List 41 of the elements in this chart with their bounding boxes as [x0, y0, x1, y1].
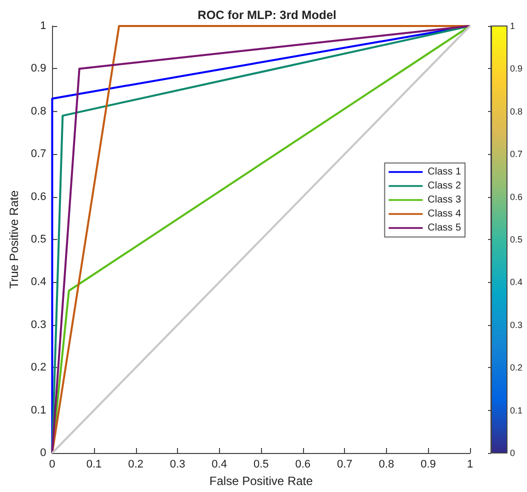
- y-tick-label: 0.9: [30, 62, 46, 75]
- x-tick-label: 0.7: [337, 458, 352, 470]
- x-tick-label: 0.9: [420, 458, 436, 470]
- x-tick-label: 0.3: [170, 458, 186, 470]
- color-bar-label: 0: [510, 448, 516, 458]
- x-tick-label: 0: [49, 458, 56, 470]
- legend-label: Class 2: [428, 180, 462, 192]
- color-bar-label: 0.5: [510, 234, 523, 244]
- x-tick-label: 0.8: [378, 458, 394, 470]
- color-bar-label: 0.8: [510, 106, 523, 116]
- x-tick-label: 0.5: [253, 458, 269, 470]
- x-tick-label: 0.4: [212, 458, 227, 470]
- y-tick-label: 0.6: [30, 190, 46, 203]
- y-tick-label: 0.4: [30, 276, 46, 288]
- y-tick-label: 0.5: [30, 234, 46, 246]
- x-tick-label: 0.1: [86, 458, 102, 470]
- x-tick-label: 0.6: [295, 458, 311, 470]
- legend-label: Class 3: [428, 194, 462, 206]
- y-tick-label: 0.7: [30, 148, 46, 160]
- x-tick-label: 1: [466, 458, 474, 470]
- color-bar-label: 0.3: [510, 320, 523, 330]
- color-bar-label: 1: [510, 21, 516, 31]
- x-tick-label: 0.2: [128, 458, 144, 470]
- y-tick-label: 1: [40, 20, 46, 32]
- color-bar-label: 0.4: [510, 277, 523, 288]
- y-axis-title: True Positive Rate: [7, 190, 21, 289]
- chart-title: ROC for MLP: 3rd Model: [198, 8, 336, 22]
- legend-label: Class 1: [428, 166, 462, 178]
- y-tick-label: 0: [40, 447, 46, 459]
- legend-label: Class 5: [428, 222, 462, 234]
- y-tick-label: 0.2: [30, 362, 46, 374]
- y-tick-label: 0.8: [30, 105, 46, 118]
- legend-label: Class 4: [428, 208, 462, 220]
- color-bar-label: 0.1: [510, 405, 523, 416]
- color-bar-label: 0.7: [510, 149, 523, 160]
- color-bar-label: 0.2: [510, 362, 523, 373]
- y-tick-label: 0.3: [30, 318, 46, 331]
- y-tick-label: 0.1: [30, 404, 46, 416]
- color-bar-label: 0.6: [510, 192, 523, 202]
- x-axis-title: False Positive Rate: [209, 474, 314, 488]
- color-bar-label: 0.9: [510, 64, 523, 74]
